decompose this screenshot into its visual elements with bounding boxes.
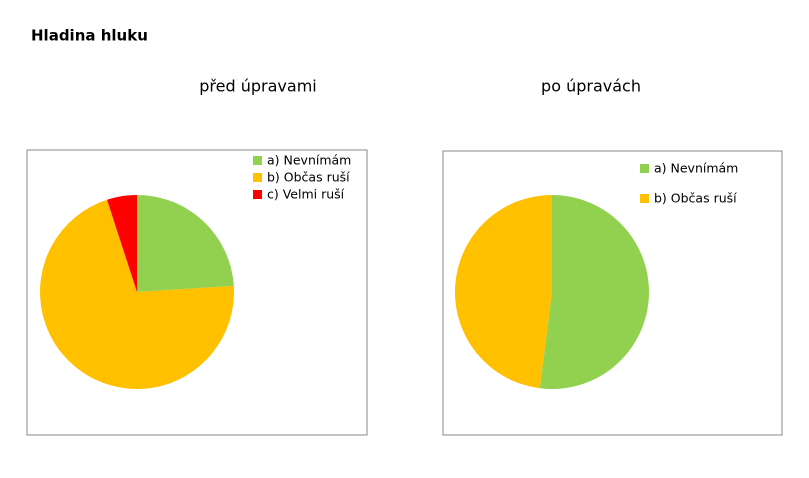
legend-swatch [253, 190, 262, 199]
pie-slice [107, 195, 137, 292]
pie-slice [137, 195, 234, 292]
page-title: Hladina hluku [31, 27, 148, 45]
pie-slice [455, 195, 552, 389]
legend-label: a) Nevnímám [267, 153, 351, 168]
legend-label: b) Občas ruší [267, 170, 350, 185]
legend-swatch [253, 173, 262, 182]
legend-label: b) Občas ruší [654, 191, 737, 206]
legend-label: c) Velmi ruší [267, 187, 345, 202]
pie-slice [39, 199, 234, 389]
legend-swatch [253, 156, 262, 165]
chart-title: po úpravách [541, 77, 641, 96]
legend-swatch [640, 164, 649, 173]
chart-title: před úpravami [199, 77, 316, 96]
pie-slice [539, 195, 650, 390]
legend-swatch [640, 194, 649, 203]
legend-label: a) Nevnímám [654, 161, 738, 176]
